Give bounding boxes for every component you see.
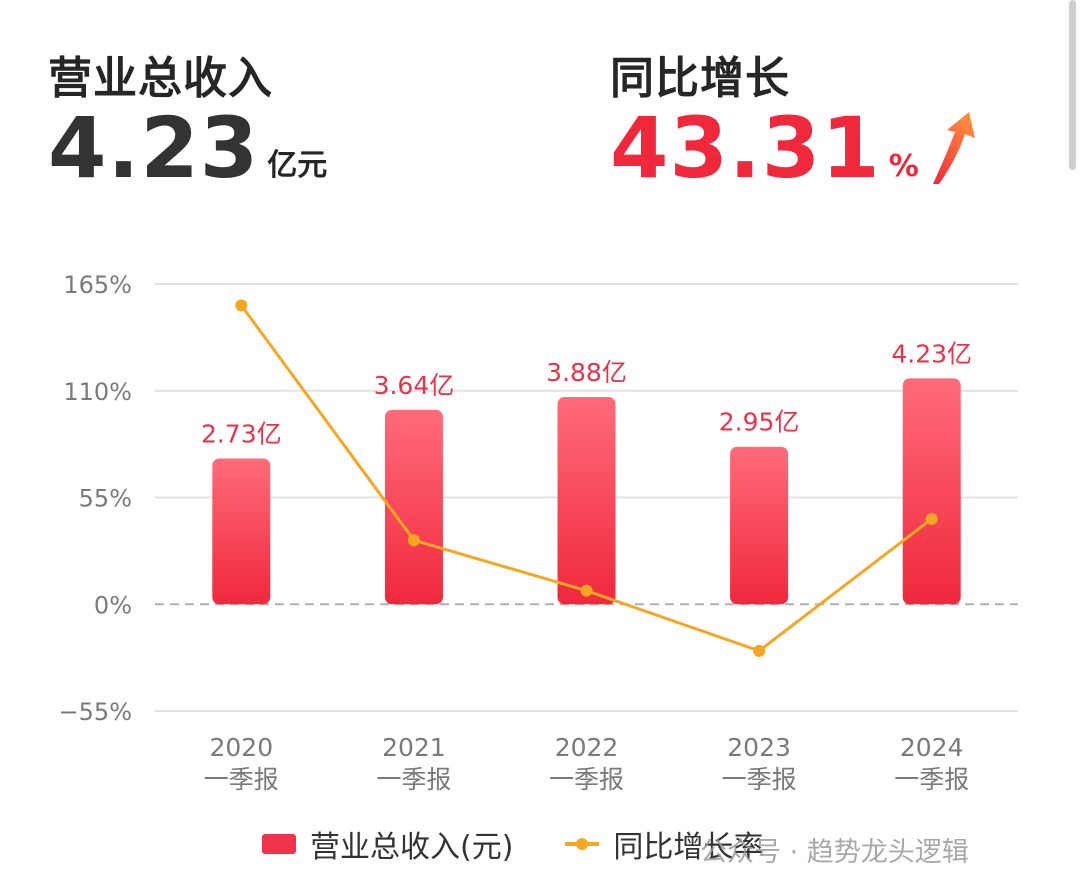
revenue-bar [384, 409, 443, 605]
scrollbar[interactable] [1069, 0, 1076, 170]
growth-unit: % [888, 149, 919, 184]
bar-value-label: 3.64亿 [374, 371, 455, 400]
revenue-bar [902, 378, 961, 605]
x-tick-period: 一季报 [549, 765, 624, 794]
x-tick-period: 一季报 [204, 765, 279, 794]
x-tick-year: 2023 [727, 733, 791, 762]
growth-label: 同比增长 [610, 53, 790, 104]
trend-up-arrow-icon [932, 112, 975, 184]
revenue-value: 4.23 [48, 99, 260, 197]
chart-legend: 营业总收入(元) 同比增长率 [262, 822, 815, 866]
revenue-growth-chart: 165% 110% 55% 0% −55% 2.73亿 3.64亿 3.88亿 2.95亿 4.… [59, 271, 1018, 794]
y-tick-label: 0% [94, 591, 132, 619]
x-tick-period: 一季报 [894, 765, 969, 794]
y-tick-label: 165% [63, 271, 132, 299]
growth-point [235, 299, 248, 312]
bar-value-label: 2.73亿 [201, 419, 282, 448]
growth-point [580, 584, 593, 597]
y-tick-label: 55% [79, 485, 132, 513]
legend-item-growth[interactable]: 同比增长率 [565, 822, 763, 866]
x-tick-year: 2020 [209, 733, 273, 762]
revenue-kpi: 营业总收入 4.23 亿元 [48, 42, 327, 190]
legend-label-revenue: 营业总收入(元) [310, 830, 514, 865]
bar-value-label: 2.95亿 [719, 408, 800, 437]
revenue-bar [557, 397, 616, 605]
legend-swatch-line [565, 838, 600, 850]
growth-point [753, 644, 766, 657]
revenue-unit: 亿元 [267, 148, 328, 183]
watermark: 公众号 · 趋势龙头逻辑 [700, 837, 969, 868]
bar-value-label: 4.23亿 [891, 339, 972, 368]
x-tick-period: 一季报 [722, 765, 797, 794]
x-tick-year: 2024 [900, 733, 964, 762]
growth-point [407, 534, 420, 547]
legend-item-revenue[interactable]: 营业总收入(元) [262, 822, 513, 866]
legend-swatch-bar [262, 834, 296, 854]
growth-kpi: 同比增长 43.31 % [610, 42, 981, 190]
revenue-bar [212, 458, 271, 605]
revenue-label: 营业总收入 [48, 53, 273, 104]
revenue-bar [730, 446, 789, 605]
bar-value-label: 3.88亿 [546, 358, 627, 387]
x-tick-year: 2022 [555, 733, 619, 762]
y-tick-label: −55% [59, 698, 132, 726]
y-tick-label: 110% [63, 378, 132, 406]
growth-point [925, 512, 938, 525]
legend-label-growth: 同比增长率 [613, 830, 764, 865]
x-tick-year: 2021 [382, 733, 446, 762]
x-tick-period: 一季报 [376, 765, 451, 794]
growth-value: 43.31 [610, 99, 881, 197]
